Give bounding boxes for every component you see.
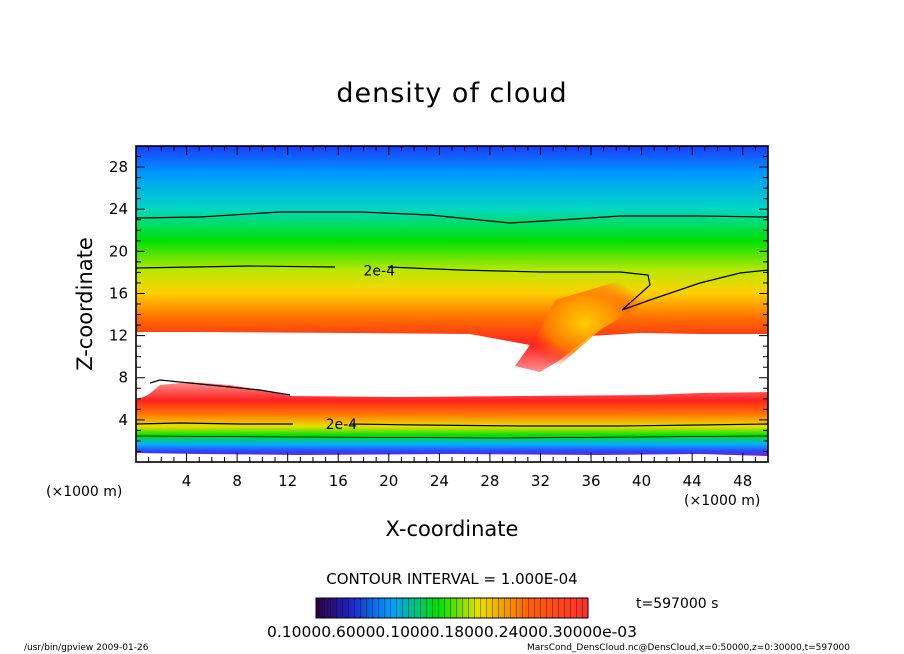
x-tick-label: 28	[480, 472, 499, 490]
x-tick-label: 12	[278, 472, 297, 490]
x-tick-label: 36	[581, 472, 600, 490]
y-tick-label: 4	[118, 411, 128, 429]
cloud-plume	[520, 275, 650, 372]
chart-title: density of cloud	[336, 78, 567, 109]
contour-label: 2e-4	[364, 263, 396, 279]
x-tick-label: 16	[329, 472, 348, 490]
y-tick-label: 28	[109, 158, 128, 176]
x-unit-right: (×1000 m)	[684, 493, 760, 509]
x-tick-label: 32	[531, 472, 550, 490]
x-unit-left: (×1000 m)	[46, 484, 122, 500]
y-axis: 4 8 12 16 20 24 28	[109, 156, 768, 452]
x-tick-label: 4	[182, 472, 192, 490]
x-tick-label: 40	[632, 472, 651, 490]
time-label: t=597000 s	[636, 596, 718, 612]
contour-label: 2e-4	[326, 417, 358, 433]
x-axis-label: X-coordinate	[386, 517, 519, 541]
footer-left: /usr/bin/gpview 2009-01-26	[24, 643, 149, 653]
y-tick-label: 12	[109, 327, 128, 345]
x-tick-label: 44	[683, 472, 702, 490]
x-tick-label: 48	[733, 472, 752, 490]
y-tick-label: 24	[109, 200, 128, 218]
contour-interval: CONTOUR INTERVAL = 1.000E-04	[326, 570, 577, 588]
y-axis-label: Z-coordinate	[73, 237, 97, 371]
footer-right: MarsCond_DensCloud.nc@DensCloud,x=0:5000…	[527, 643, 850, 653]
contour-lines	[135, 211, 769, 439]
colorbar	[315, 597, 589, 619]
x-tick-label: 20	[379, 472, 398, 490]
colorbar-labels: 0.10000.60000.10000.18000.24000.30000e-0…	[267, 623, 637, 641]
x-axis: 4 8 12 16 20 24 28 32 36 40 44 48	[148, 146, 756, 490]
y-tick-label: 16	[109, 284, 128, 302]
heatmap-field	[135, 146, 769, 462]
y-tick-label: 20	[109, 242, 128, 260]
y-tick-label: 8	[118, 369, 128, 387]
x-tick-label: 24	[430, 472, 449, 490]
contour-labels: 2e-4 2e-4	[326, 263, 395, 433]
x-tick-label: 8	[232, 472, 242, 490]
